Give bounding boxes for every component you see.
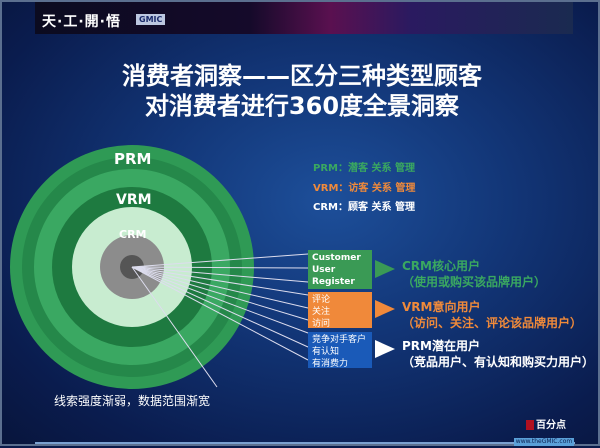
legend-vrm: VRM：访客 关系 管理 <box>313 183 416 194</box>
result-crm: CRM核心用户 （使用或购买该品牌用户） <box>402 258 546 290</box>
result-title: VRM意向用户 <box>402 300 481 314</box>
logo-text: 百分点 <box>536 420 566 431</box>
result-desc: （竞品用户、有认知和购买力用户） <box>402 355 595 369</box>
result-prm: PRM潜在用户 （竞品用户、有认知和购买力用户） <box>402 338 594 370</box>
result-title: PRM潜在用户 <box>402 339 480 353</box>
ring-label-prm: PRM <box>114 150 152 168</box>
legend-crm: CRM：顾客 关系 管理 <box>313 202 415 213</box>
arrow-right-icon <box>375 340 395 358</box>
gmic-badge: GMIC <box>136 14 166 25</box>
footer-url: www.theGMIC.com <box>514 438 574 446</box>
footer-line <box>35 442 575 444</box>
result-title: CRM核心用户 <box>402 259 480 273</box>
box-line: 评论 <box>312 295 331 305</box>
box-crm: Customer User Register <box>308 250 372 289</box>
box-prm: 竞争对手客户 有认知有消费力 <box>308 332 372 369</box>
ring-label-vrm: VRM <box>116 192 152 208</box>
connector-lines <box>131 253 309 388</box>
baifendian-logo: 百分点 <box>526 416 566 431</box>
result-desc: （访问、关注、评论该品牌用户） <box>402 316 583 330</box>
slide-title-line1: 消费者洞察——区分三种类型顾客 <box>122 62 482 90</box>
legend-prm: PRM：潜客 关系 管理 <box>313 163 415 174</box>
box-line: 访问 <box>312 319 331 329</box>
ring-label-crm: CRM <box>119 228 147 241</box>
caption: 线索强度渐弱，数据范围渐宽 <box>54 394 211 408</box>
header-banner <box>35 2 573 34</box>
arrow-right-icon <box>375 300 395 318</box>
box-line: 竞争对手客户 <box>312 335 367 345</box>
box-line: 有消费力 <box>312 359 349 369</box>
result-desc: （使用或购买该品牌用户） <box>402 275 547 289</box>
slide-title-line2: 对消费者进行360度全景洞察 <box>144 92 460 120</box>
result-vrm: VRM意向用户 （访问、关注、评论该品牌用户） <box>402 299 582 331</box>
arrow-right-icon <box>375 260 395 278</box>
box-line: Customer <box>312 253 361 263</box>
box-vrm: 评论 关注 访问 <box>308 292 372 329</box>
brand-logo: 天·工·開·悟 <box>42 14 121 30</box>
box-line: 关注 <box>312 307 331 317</box>
box-line: 有认知 <box>312 347 340 357</box>
box-line: Register <box>312 277 355 287</box>
box-line: User <box>312 265 336 275</box>
